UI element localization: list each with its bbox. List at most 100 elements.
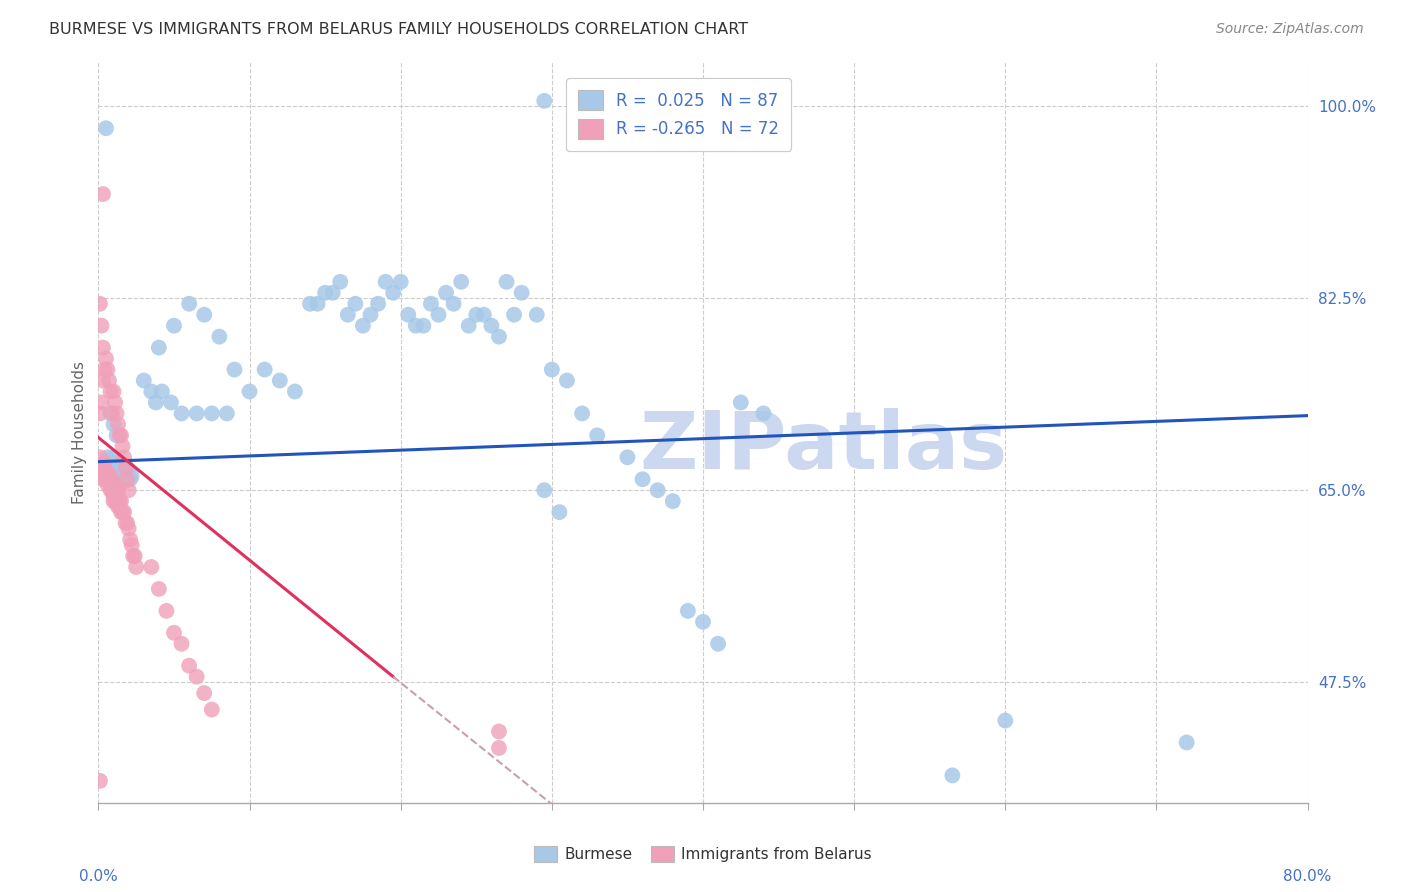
Point [631, 472, 654, 486]
Point [114, 461, 136, 475]
Point [1175, 735, 1198, 749]
Point [193, 686, 215, 700]
Point [120, 472, 142, 486]
Point [98, 374, 121, 388]
Point [105, 406, 128, 420]
Point [284, 384, 307, 399]
Point [329, 275, 352, 289]
Point [208, 329, 231, 343]
Point [322, 285, 344, 300]
Point [105, 483, 128, 498]
Text: ZIPatlas: ZIPatlas [640, 409, 1008, 486]
Point [457, 318, 479, 333]
Point [94, 472, 117, 486]
Point [114, 467, 136, 481]
Legend: R =  0.025   N = 87, R = -0.265   N = 72: R = 0.025 N = 87, R = -0.265 N = 72 [567, 78, 792, 151]
Point [118, 522, 141, 536]
Point [111, 439, 134, 453]
Point [707, 637, 730, 651]
Point [994, 714, 1017, 728]
Point [107, 500, 129, 514]
Point [107, 417, 129, 432]
Point [100, 475, 122, 489]
Point [104, 461, 127, 475]
Point [307, 297, 329, 311]
Point [107, 483, 129, 498]
Point [125, 560, 148, 574]
Point [201, 702, 224, 716]
Point [193, 308, 215, 322]
Point [124, 549, 146, 563]
Point [100, 461, 122, 475]
Point [93, 362, 115, 376]
Point [103, 489, 125, 503]
Point [108, 494, 131, 508]
Point [90, 395, 112, 409]
Point [434, 285, 457, 300]
Legend: Burmese, Immigrants from Belarus: Burmese, Immigrants from Belarus [527, 840, 879, 868]
Point [472, 308, 495, 322]
Point [100, 406, 122, 420]
Point [103, 417, 125, 432]
Point [412, 318, 434, 333]
Point [179, 297, 201, 311]
Point [90, 318, 112, 333]
Point [90, 461, 112, 475]
Point [488, 741, 510, 756]
Point [105, 428, 128, 442]
Point [122, 549, 145, 563]
Text: 0.0%: 0.0% [79, 869, 118, 884]
Point [93, 456, 115, 470]
Point [103, 384, 125, 399]
Point [100, 483, 122, 498]
Text: 80.0%: 80.0% [1284, 869, 1331, 884]
Point [98, 467, 121, 481]
Point [112, 475, 135, 489]
Point [941, 768, 963, 782]
Point [132, 374, 155, 388]
Point [661, 494, 683, 508]
Point [239, 384, 262, 399]
Point [112, 450, 135, 465]
Point [481, 318, 503, 333]
Point [110, 505, 132, 519]
Point [96, 450, 118, 465]
Point [91, 374, 114, 388]
Point [98, 475, 121, 489]
Point [141, 560, 163, 574]
Point [148, 341, 170, 355]
Point [104, 494, 127, 508]
Point [427, 308, 450, 322]
Point [465, 308, 488, 322]
Point [533, 483, 555, 498]
Point [586, 428, 609, 442]
Point [344, 297, 367, 311]
Point [730, 395, 752, 409]
Point [101, 406, 124, 420]
Point [360, 308, 382, 322]
Point [103, 450, 125, 465]
Point [115, 461, 138, 475]
Point [571, 406, 593, 420]
Point [89, 406, 111, 420]
Point [108, 500, 131, 514]
Point [96, 472, 118, 486]
Point [533, 94, 555, 108]
Point [540, 362, 562, 376]
Point [91, 341, 114, 355]
Point [91, 467, 114, 481]
Point [104, 395, 127, 409]
Point [110, 494, 132, 508]
Point [676, 604, 699, 618]
Y-axis label: Family Households: Family Households [72, 361, 87, 504]
Point [488, 724, 510, 739]
Point [224, 362, 246, 376]
Point [752, 406, 775, 420]
Point [201, 406, 224, 420]
Point [186, 670, 208, 684]
Point [299, 297, 322, 311]
Point [118, 463, 141, 477]
Point [104, 477, 127, 491]
Point [98, 456, 121, 470]
Point [450, 275, 472, 289]
